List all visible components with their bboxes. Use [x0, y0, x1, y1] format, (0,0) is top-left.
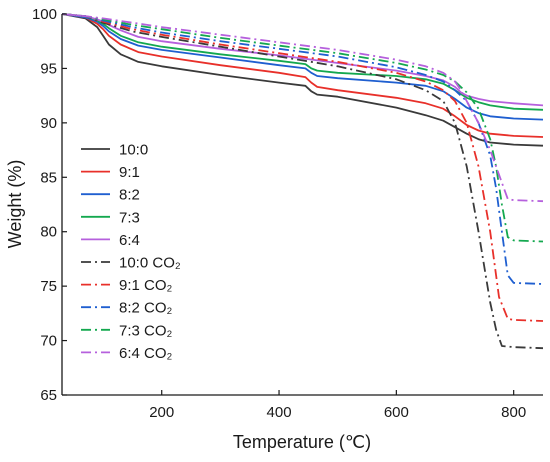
x-tick-label: 600 [384, 404, 409, 421]
series-line-6 [61, 13, 544, 350]
y-axis-title: Weight (%) [5, 160, 25, 249]
y-tick-label: 85 [40, 169, 57, 186]
x-tick-label: 400 [267, 404, 292, 421]
legend-label-9: 7:3 CO₂ [119, 322, 173, 339]
y-tick-label: 70 [40, 333, 57, 350]
legend-label-8: 8:2 CO₂ [119, 300, 173, 317]
x-axis-title: Temperature (℃) [233, 432, 371, 452]
y-tick-label: 95 [40, 60, 57, 77]
y-tick-label: 90 [40, 115, 57, 132]
legend-label-1: 10:0 [119, 142, 148, 159]
series-line-9 [61, 13, 544, 243]
series-line-10 [61, 13, 544, 203]
series-line-4 [61, 13, 544, 111]
series-layer [61, 13, 544, 350]
x-tick-label: 200 [149, 404, 174, 421]
y-tick-label: 80 [40, 224, 57, 241]
legend: 10:0 9:1 8:2 7:3 6:4 10:0 CO₂ 9:1 CO₂ 8:2 CO₂ 7:… [81, 142, 181, 362]
y-tick-label: 65 [40, 387, 57, 404]
ticks-layer: 200 400 600 800 65 70 75 80 85 90 95 100 [32, 6, 526, 421]
legend-label-10: 6:4 CO₂ [119, 345, 173, 362]
legend-label-5: 6:4 [119, 232, 140, 249]
legend-label-6: 10:0 CO₂ [119, 255, 181, 272]
series-line-2 [61, 13, 544, 138]
legend-label-7: 9:1 CO₂ [119, 277, 173, 294]
y-tick-label: 100 [32, 6, 57, 23]
axes-layer [61, 14, 543, 396]
y-tick-label: 75 [40, 278, 57, 295]
series-line-7 [61, 13, 544, 322]
legend-label-3: 8:2 [119, 187, 140, 204]
x-tick-label: 800 [501, 404, 526, 421]
series-line-8 [61, 13, 544, 285]
legend-label-4: 7:3 [119, 209, 140, 226]
legend-label-2: 9:1 [119, 164, 140, 181]
